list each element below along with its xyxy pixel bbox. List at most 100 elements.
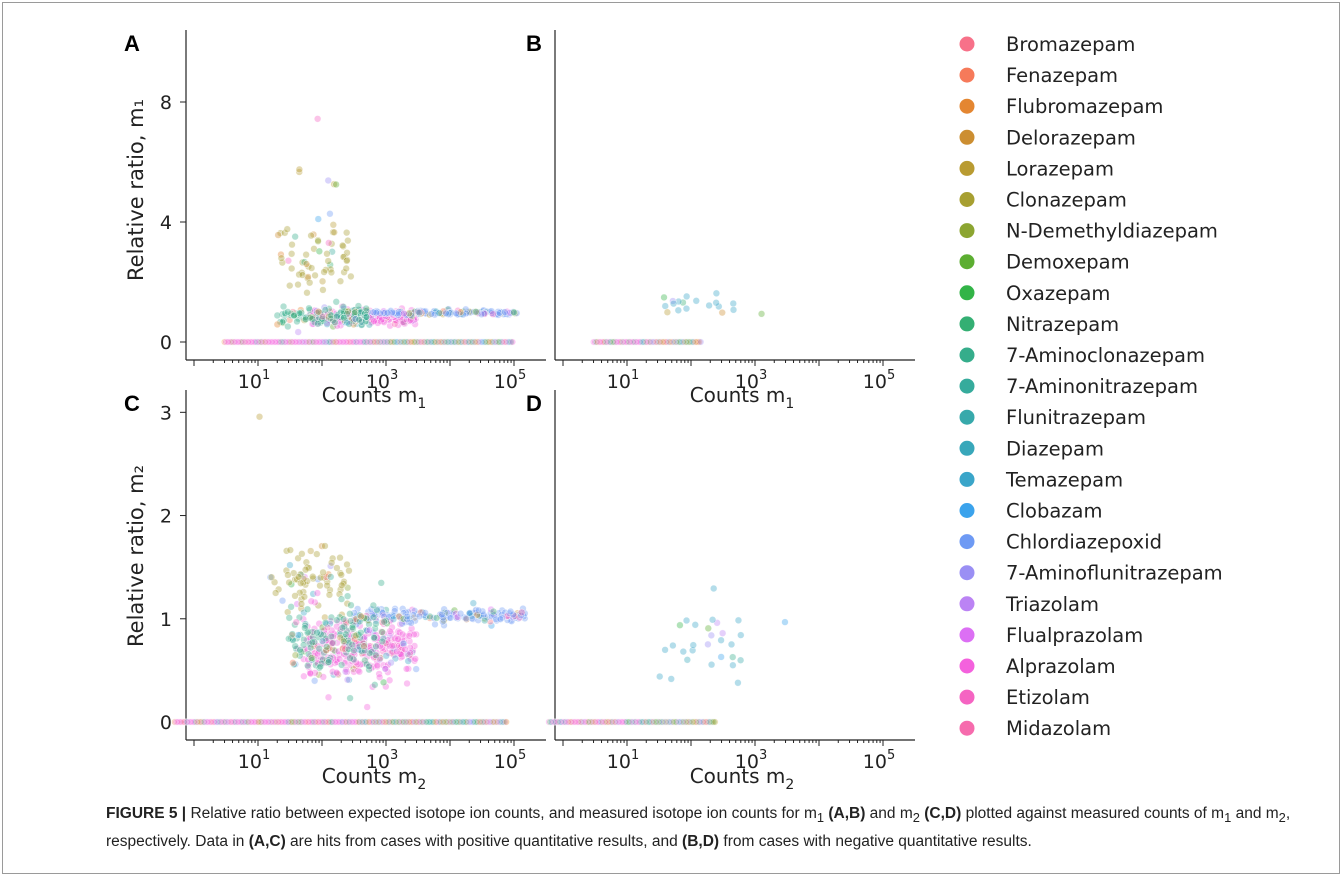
data-point bbox=[354, 338, 362, 346]
data-point bbox=[253, 718, 261, 726]
data-point bbox=[709, 616, 717, 624]
data-point bbox=[705, 301, 713, 310]
data-point bbox=[400, 309, 408, 318]
data-point bbox=[477, 338, 485, 346]
panel-d: 101 103 105 bbox=[545, 390, 915, 773]
data-point bbox=[399, 718, 406, 726]
legend-item: Fenazepam bbox=[959, 64, 1118, 87]
data-point bbox=[272, 589, 280, 597]
data-point bbox=[412, 665, 420, 673]
data-point bbox=[498, 718, 506, 726]
data-point bbox=[410, 657, 419, 665]
data-point bbox=[332, 669, 341, 677]
data-point bbox=[303, 718, 311, 726]
data-point bbox=[669, 297, 677, 305]
data-point bbox=[469, 338, 477, 346]
data-point bbox=[327, 573, 335, 581]
data-point bbox=[421, 609, 429, 617]
data-point bbox=[418, 718, 426, 726]
legend-item: Lorazepam bbox=[959, 157, 1114, 180]
data-point bbox=[401, 338, 409, 346]
data-point bbox=[239, 338, 247, 346]
data-point bbox=[475, 718, 483, 726]
data-point bbox=[389, 718, 396, 726]
data-point bbox=[717, 653, 725, 661]
data-point bbox=[399, 338, 407, 346]
data-point bbox=[435, 309, 443, 317]
data-point bbox=[317, 718, 325, 726]
legend-label: Clobazam bbox=[1006, 500, 1102, 523]
x-tick-label: 103 bbox=[366, 368, 398, 393]
data-point bbox=[344, 338, 352, 346]
data-point bbox=[693, 338, 700, 346]
data-point bbox=[628, 338, 636, 346]
data-point bbox=[354, 666, 362, 675]
data-point bbox=[459, 308, 467, 316]
data-point bbox=[491, 718, 499, 726]
data-point bbox=[369, 718, 376, 726]
data-point bbox=[729, 661, 737, 669]
data-point bbox=[463, 718, 470, 726]
data-point bbox=[757, 310, 766, 318]
data-point bbox=[416, 338, 424, 346]
data-point bbox=[592, 338, 600, 346]
data-point bbox=[386, 322, 394, 330]
data-point bbox=[448, 718, 456, 726]
data-point bbox=[497, 338, 505, 346]
data-point bbox=[233, 338, 241, 346]
data-point bbox=[336, 628, 344, 636]
data-point bbox=[422, 338, 430, 346]
caption-sub: 1 bbox=[816, 810, 825, 826]
x-tick-label: 105 bbox=[494, 368, 526, 393]
legend-marker bbox=[959, 98, 975, 114]
data-point bbox=[298, 718, 305, 726]
data-point bbox=[343, 249, 351, 257]
data-point bbox=[405, 651, 413, 659]
data-point bbox=[388, 642, 396, 650]
data-point bbox=[323, 250, 331, 258]
data-point bbox=[467, 718, 475, 726]
data-point bbox=[345, 320, 353, 328]
data-point bbox=[291, 651, 300, 659]
data-point bbox=[317, 338, 325, 346]
caption-ref: (C,D) bbox=[919, 805, 962, 822]
data-point bbox=[411, 655, 419, 663]
legend-label: 7-Aminoclonazepam bbox=[1006, 344, 1205, 367]
data-point bbox=[325, 658, 333, 666]
data-point bbox=[311, 271, 319, 279]
data-point bbox=[435, 338, 443, 346]
legend-label: N-Demethyldiazepam bbox=[1006, 220, 1218, 243]
data-point bbox=[667, 338, 675, 346]
data-point bbox=[653, 338, 660, 346]
data-point bbox=[442, 338, 450, 346]
data-point bbox=[382, 652, 390, 660]
data-point bbox=[400, 641, 408, 650]
data-point bbox=[704, 640, 712, 648]
data-point bbox=[296, 338, 304, 346]
legend-marker bbox=[959, 440, 975, 456]
data-point bbox=[394, 635, 402, 643]
data-point bbox=[405, 309, 413, 317]
data-point bbox=[341, 338, 349, 346]
data-point bbox=[372, 309, 380, 317]
data-point bbox=[679, 648, 687, 656]
data-point bbox=[276, 318, 284, 326]
data-point bbox=[339, 615, 348, 623]
data-point bbox=[337, 585, 345, 594]
data-point bbox=[463, 338, 471, 346]
data-point bbox=[734, 679, 742, 687]
x-tick-label: 105 bbox=[863, 368, 895, 393]
data-point bbox=[387, 338, 394, 346]
data-point bbox=[343, 676, 352, 684]
x-axis-label-b: Counts m1 bbox=[690, 383, 795, 412]
data-point bbox=[436, 718, 443, 726]
data-point bbox=[336, 277, 345, 285]
data-point bbox=[480, 718, 488, 726]
caption-text: from cases with negative quantitative re… bbox=[719, 833, 1032, 851]
legend-marker bbox=[959, 503, 975, 518]
legend-item: Clobazam bbox=[959, 500, 1102, 523]
data-point bbox=[381, 665, 389, 673]
data-point bbox=[259, 718, 267, 726]
data-point bbox=[228, 718, 236, 726]
data-point bbox=[365, 338, 373, 346]
